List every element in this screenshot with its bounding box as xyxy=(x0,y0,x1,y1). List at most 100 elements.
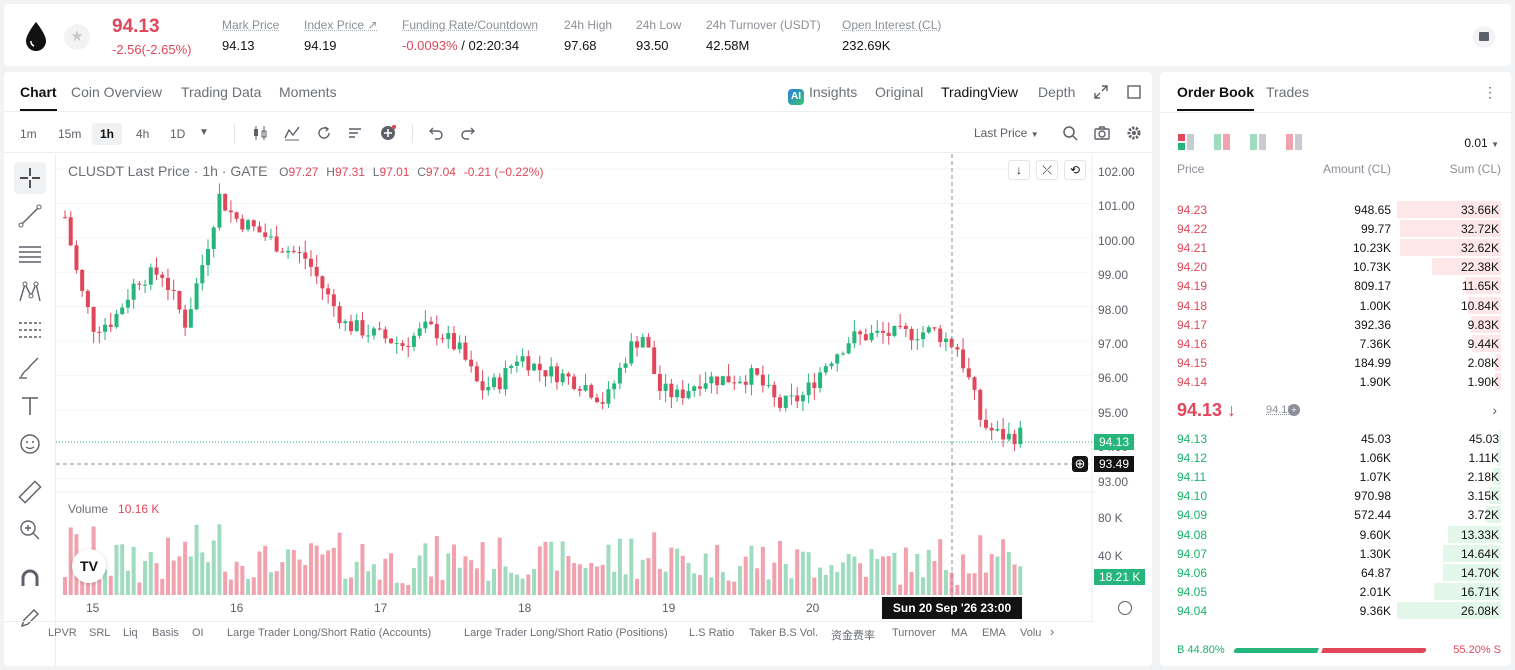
tab-order-book[interactable]: Order Book xyxy=(1177,84,1255,111)
timeframe-1h[interactable]: 1h xyxy=(92,123,123,145)
tab-coin-overview[interactable]: Coin Overview xyxy=(71,84,163,100)
candle-body xyxy=(623,363,628,368)
indicator-tab[interactable]: Large Trader Long/Short Ratio (Positions… xyxy=(464,627,668,639)
timeframe-1d[interactable]: 1D xyxy=(170,127,186,141)
indicator-tab[interactable]: Large Trader Long/Short Ratio (Accounts) xyxy=(227,627,432,639)
precision-select[interactable]: 0.01 ▼ xyxy=(1464,136,1499,150)
ask-row[interactable]: 94.20 10.73K 22.38K xyxy=(1160,257,1511,276)
indicator-tab[interactable]: SRL xyxy=(89,627,111,639)
volume-bar xyxy=(932,561,937,595)
bid-row[interactable]: 94.11 1.07K 2.18K xyxy=(1160,467,1511,486)
ask-row[interactable]: 94.23 948.65 33.66K xyxy=(1160,200,1511,219)
settings-dot-icon[interactable] xyxy=(1118,601,1132,615)
bid-row[interactable]: 94.07 1.30K 14.64K xyxy=(1160,544,1511,563)
ask-row[interactable]: 94.21 10.23K 32.62K xyxy=(1160,238,1511,257)
pattern-tool[interactable] xyxy=(14,276,46,308)
indicator-tab[interactable]: Liq xyxy=(123,627,138,639)
window-icon[interactable] xyxy=(1127,85,1141,99)
indicator-tab[interactable]: MA xyxy=(951,627,968,639)
tab-trading-data[interactable]: Trading Data xyxy=(181,84,262,100)
brush-tool[interactable] xyxy=(14,352,46,384)
view-depth[interactable]: Depth xyxy=(1038,84,1076,100)
indicator-tab[interactable]: Taker B.S Vol. xyxy=(749,627,819,639)
indicator-tab[interactable]: EMA xyxy=(982,627,1006,639)
tab-trades[interactable]: Trades xyxy=(1266,84,1310,100)
compare-icon[interactable] xyxy=(316,125,332,141)
shield-icon[interactable]: + xyxy=(1288,404,1300,416)
timeframe-15m[interactable]: 15m xyxy=(58,127,82,141)
ask-row[interactable]: 94.22 99.77 32.72K xyxy=(1160,219,1511,238)
ask-row[interactable]: 94.19 809.17 11.65K xyxy=(1160,276,1511,295)
last-price-tag: 94.13 xyxy=(1094,434,1135,450)
bid-row[interactable]: 94.06 64.87 14.70K xyxy=(1160,563,1511,582)
chevron-right-icon[interactable]: › xyxy=(1492,402,1497,418)
indicator-tab[interactable]: L.S Ratio xyxy=(689,627,735,639)
chevron-down-icon[interactable]: ▼ xyxy=(199,127,209,138)
book-bids-icon[interactable] xyxy=(1214,134,1230,150)
trendline-tool[interactable] xyxy=(14,200,46,232)
add-order-icon[interactable]: ⊕ xyxy=(1072,456,1088,472)
candlestick-chart[interactable] xyxy=(56,154,1096,621)
fib-tool[interactable] xyxy=(14,238,46,270)
emoji-icon[interactable] xyxy=(14,428,46,460)
magnet-icon[interactable] xyxy=(14,564,46,596)
indicator-tab[interactable]: Volu xyxy=(1020,627,1042,639)
indicator-tab[interactable]: LPVR xyxy=(48,627,77,639)
template-icon[interactable] xyxy=(347,125,363,141)
volume-bar xyxy=(434,536,439,595)
indicator-tab[interactable]: Basis xyxy=(152,627,179,639)
bid-row[interactable]: 94.13 45.03 45.03 xyxy=(1160,429,1511,448)
ask-row[interactable]: 94.15 184.99 2.08K xyxy=(1160,353,1511,372)
tab-moments[interactable]: Moments xyxy=(279,84,337,100)
indicator-tab[interactable]: OI xyxy=(192,627,204,639)
bid-row[interactable]: 94.09 572.44 3.72K xyxy=(1160,505,1511,524)
timeframe-4h[interactable]: 4h xyxy=(136,127,150,141)
prediction-tool[interactable] xyxy=(14,314,46,346)
ask-row[interactable]: 94.16 7.36K 9.44K xyxy=(1160,334,1511,353)
book-asks-icon[interactable] xyxy=(1250,134,1266,150)
add-alert-icon[interactable] xyxy=(380,124,397,141)
bid-row[interactable]: 94.08 9.60K 13.33K xyxy=(1160,525,1511,544)
tradingview-logo[interactable]: TV xyxy=(72,549,106,583)
tab-chart[interactable]: Chart xyxy=(20,84,57,111)
view-original[interactable]: Original xyxy=(875,84,924,100)
bid-row[interactable]: 94.04 9.36K 26.08K xyxy=(1160,601,1511,620)
more-vertical-icon[interactable]: ⋮ xyxy=(1483,84,1497,100)
indicator-tab[interactable]: 资金费率 xyxy=(831,630,875,642)
stat-label[interactable]: Index Price ↗ xyxy=(304,18,378,32)
view-tradingview[interactable]: TradingView xyxy=(941,84,1019,100)
expand-icon[interactable] xyxy=(1094,85,1108,99)
chevron-right-icon[interactable]: › xyxy=(1050,624,1055,639)
bid-row[interactable]: 94.12 1.06K 1.11K xyxy=(1160,448,1511,467)
insights-toggle[interactable]: AI Insights xyxy=(788,84,857,105)
camera-icon[interactable] xyxy=(1094,125,1110,141)
stat-index-price[interactable]: Index Price ↗ 94.19 xyxy=(304,18,377,53)
ask-row[interactable]: 94.14 1.90K 1.90K xyxy=(1160,372,1511,391)
zoom-in-icon[interactable] xyxy=(14,514,46,546)
redo-icon[interactable] xyxy=(460,125,476,141)
ruler-icon[interactable] xyxy=(14,476,46,508)
text-tool[interactable] xyxy=(14,390,46,422)
legend-high-label: H xyxy=(326,165,335,179)
ask-row[interactable]: 94.18 1.00K 10.84K xyxy=(1160,296,1511,315)
search-icon[interactable] xyxy=(1062,125,1078,141)
replay-icon[interactable]: ⟲ xyxy=(1064,160,1086,180)
undo-icon[interactable] xyxy=(428,125,444,141)
bid-row[interactable]: 94.10 970.98 3.15K xyxy=(1160,486,1511,505)
depth-bar xyxy=(1442,544,1501,562)
candlestick-type-icon[interactable] xyxy=(252,125,268,141)
price-source-select[interactable]: Last Price ▼ xyxy=(974,126,1039,140)
scroll-down-icon[interactable]: ↓ xyxy=(1008,160,1030,180)
timeframe-1m[interactable]: 1m xyxy=(20,127,37,141)
favorite-star-icon[interactable]: ★ xyxy=(64,24,90,50)
collapse-icon[interactable]: ⤫ xyxy=(1036,160,1058,180)
indicator-tab[interactable]: Turnover xyxy=(892,627,936,639)
book-sells-icon[interactable] xyxy=(1286,134,1302,150)
indicators-icon[interactable] xyxy=(284,125,300,141)
gear-icon[interactable] xyxy=(1126,125,1142,141)
guide-book-icon[interactable] xyxy=(1473,26,1495,48)
book-both-icon[interactable] xyxy=(1178,134,1194,150)
bid-row[interactable]: 94.05 2.01K 16.71K xyxy=(1160,582,1511,601)
crosshair-tool[interactable] xyxy=(14,162,46,194)
ask-row[interactable]: 94.17 392.36 9.83K xyxy=(1160,315,1511,334)
